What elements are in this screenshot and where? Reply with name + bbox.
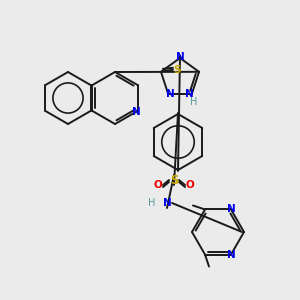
Text: H: H xyxy=(148,198,156,208)
Text: S: S xyxy=(173,65,181,75)
Text: H: H xyxy=(190,97,197,107)
Text: N: N xyxy=(163,198,171,208)
Text: N: N xyxy=(226,205,236,214)
Text: N: N xyxy=(166,89,175,99)
Text: S: S xyxy=(170,173,178,187)
Text: O: O xyxy=(154,180,162,190)
Text: N: N xyxy=(185,89,194,99)
Text: N: N xyxy=(132,107,141,117)
Text: N: N xyxy=(176,52,184,62)
Text: O: O xyxy=(186,180,194,190)
Text: N: N xyxy=(226,250,236,260)
